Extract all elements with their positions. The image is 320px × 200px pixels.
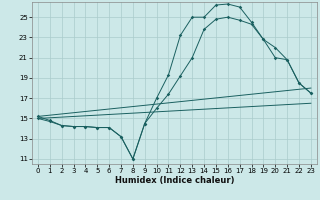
X-axis label: Humidex (Indice chaleur): Humidex (Indice chaleur) [115,176,234,185]
